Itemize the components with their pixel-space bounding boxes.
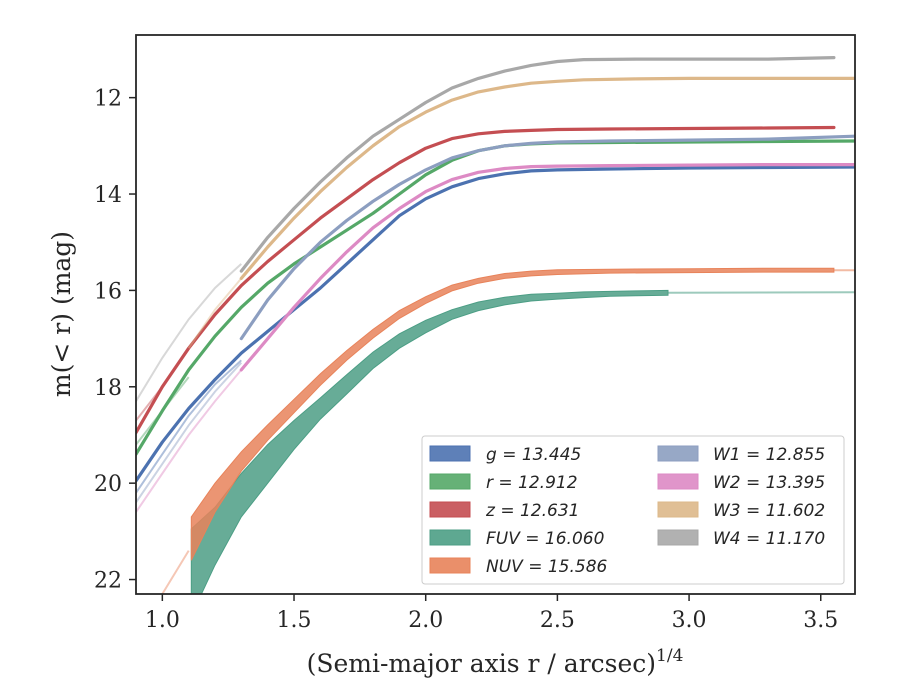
legend-swatch-g [429,445,471,462]
series-W4-line [239,56,836,273]
legend-label-FUV: FUV = 16.060 [486,529,604,549]
series-W3-faint-line [187,277,243,349]
plot-frame [135,34,856,595]
x-tick-label: 1.5 [277,608,312,633]
series-NUV-uncertainty-band [190,267,835,561]
series-g-faint-line [136,359,242,494]
series-W2 [136,163,855,513]
series-NUV-faint-line [161,550,190,594]
legend-label-W2: W2 = 13.395 [713,473,825,493]
legend-swatch-r [429,473,471,490]
y-tick-label: 14 [94,183,122,208]
legend-swatch-W4 [657,529,699,546]
x-axis-label-exponent: 1/4 [656,646,683,666]
series-W2-line [239,163,855,372]
series-z-line [136,125,836,435]
legend-swatch-W1 [657,445,699,462]
series-g [136,165,855,494]
y-axis-label: m(< r) (mag) [47,231,76,397]
series-FUV-uncertainty-band [190,289,669,594]
x-axis-ticks: 1.0 1.5 2.0 2.5 3.0 3.5 [145,594,838,633]
legend-swatch-NUV [429,557,471,574]
series-W1-faint-line [136,362,243,503]
x-axis-label-base: (Semi-major axis r / arcsec) [307,649,656,678]
x-tick-label: 2.5 [540,608,575,633]
legend-swatch-FUV [429,529,471,546]
legend-label-r: r = 12.912 [486,473,578,493]
series-W3 [187,76,855,349]
series-W2-faint-line [136,369,243,513]
y-tick-label: 20 [94,472,122,497]
x-axis-label: (Semi-major axis r / arcsec)1/4 [307,646,684,678]
x-tick-label: 3.0 [672,608,707,633]
legend-frame [421,435,845,585]
series-z [136,125,836,435]
series-FUV-extension-line [667,291,855,294]
legend-label-g: g = 13.445 [486,445,581,465]
legend-swatch-W2 [657,473,699,490]
series-layer [136,56,855,594]
y-tick-label: 12 [94,87,122,112]
series-g-line [136,165,855,483]
y-tick-label: 18 [94,376,122,401]
series-W4-faint-line [136,263,242,402]
series-NUV [161,267,855,594]
legend-label-W1: W1 = 12.855 [713,445,825,465]
x-tick-label: 1.0 [145,608,180,633]
legend-swatch-W3 [657,501,699,518]
series-FUV [190,289,855,594]
legend-label-NUV: NUV = 15.586 [486,557,608,577]
y-tick-label: 16 [94,279,122,304]
legend: g = 13.445 r = 12.912 z = 12.631 FUV = 16.0… [421,435,845,585]
series-W3-line [239,76,855,280]
y-tick-label: 22 [94,569,122,594]
x-tick-label: 2.0 [408,608,443,633]
legend-items: g = 13.445 r = 12.912 z = 12.631 FUV = 16.0… [429,445,825,577]
legend-label-W3: W3 = 11.602 [713,501,825,521]
series-W1 [136,134,855,503]
y-axis-ticks: 12 14 16 18 20 22 [94,87,136,594]
series-W4 [136,56,836,402]
series-W1-line [239,134,855,341]
legend-label-z: z = 12.631 [485,501,579,521]
legend-label-W4: W4 = 11.170 [713,529,825,549]
legend-swatch-z [429,501,471,518]
x-tick-label: 3.5 [803,608,838,633]
